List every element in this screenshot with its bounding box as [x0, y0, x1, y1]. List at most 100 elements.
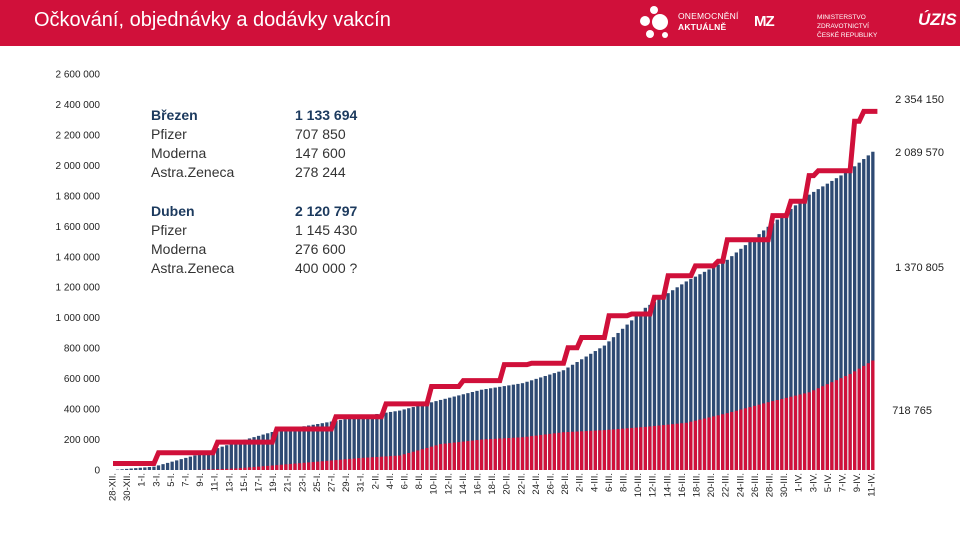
bar-total	[466, 393, 470, 470]
y-tick-label: 1 800 000	[56, 191, 101, 202]
bar-part	[848, 374, 852, 470]
x-tick-label: 12-III.	[648, 473, 659, 497]
bar-total	[807, 194, 811, 470]
x-tick-label: 10-III.	[633, 473, 644, 497]
bar-total	[684, 281, 688, 470]
bar-total	[388, 411, 393, 470]
x-tick-label: 12-II.	[443, 473, 454, 495]
bar-total	[475, 390, 479, 470]
bar-part	[784, 397, 789, 470]
bar-total	[739, 248, 743, 470]
x-tick-label: 6-II.	[400, 473, 411, 489]
march-pfizer-label: Pfizer	[151, 126, 187, 142]
bar-total	[793, 205, 798, 470]
bar-total	[220, 446, 224, 470]
april-pfizer-label: Pfizer	[151, 222, 187, 238]
march-moderna-value: 147 600	[295, 145, 346, 161]
bar-part	[438, 444, 443, 470]
bar-part	[589, 430, 593, 470]
bar-part	[807, 392, 811, 470]
ministry-mark: MZ	[754, 13, 775, 30]
bar-part	[570, 431, 575, 470]
bar-total	[780, 216, 784, 470]
x-tick-label: 5-I.	[166, 473, 177, 487]
bar-total	[288, 428, 293, 470]
y-tick-label: 2 200 000	[56, 130, 101, 141]
bar-part	[698, 419, 702, 470]
ministry-logo: MZ MINISTERSTVO ZDRAVOTNICTVÍ ČESKÉ REPU…	[754, 0, 914, 46]
bar-total	[529, 380, 534, 470]
bar-part	[730, 411, 734, 470]
bar-part	[534, 435, 538, 470]
bar-total	[384, 412, 388, 470]
bar-part	[543, 434, 547, 470]
x-tick-label: 11-IV.	[867, 473, 878, 497]
bar-part	[516, 437, 520, 470]
bar-total	[329, 421, 334, 470]
bar-part	[234, 468, 238, 470]
bar-part	[598, 430, 602, 470]
bar-total	[120, 469, 124, 470]
bar-part	[398, 455, 402, 470]
bar-total	[866, 155, 870, 470]
onemocneni-aktualne-logo: ONEMOCNĚNÍ AKTUÁLNĚ	[638, 0, 750, 46]
bar-part	[489, 439, 493, 470]
x-tick-label: 8-II.	[414, 473, 425, 489]
bar-part	[407, 452, 411, 470]
bar-total	[821, 186, 825, 470]
bar-total	[470, 392, 475, 470]
bar-total	[338, 419, 343, 470]
x-tick-label: 24-III.	[735, 473, 746, 497]
bar-part	[493, 438, 497, 470]
bar-total	[534, 378, 538, 470]
deliveries-line	[113, 108, 878, 466]
bar-part	[853, 371, 857, 470]
bar-part	[466, 441, 470, 470]
x-tick-label: 3-I.	[151, 473, 162, 487]
bar-total	[593, 351, 597, 470]
bar-total	[634, 316, 638, 470]
bar-total	[584, 356, 588, 470]
bar-part	[411, 451, 415, 470]
x-tick-label: 3-IV.	[808, 473, 819, 492]
bar-total	[334, 420, 338, 470]
bar-total	[611, 337, 616, 470]
bar-total	[757, 234, 761, 470]
bar-part	[252, 466, 256, 470]
bar-part	[575, 431, 579, 470]
april-heading: Duben	[151, 203, 195, 219]
bar-total	[734, 252, 738, 470]
x-tick-label: 14-II.	[458, 473, 469, 495]
x-tick-label: 28-II.	[560, 473, 571, 495]
april-moderna-value: 276 600	[295, 241, 346, 257]
bar-part	[602, 430, 607, 470]
bar-total	[379, 413, 384, 470]
bar-part	[525, 436, 529, 470]
bar-total	[425, 403, 429, 470]
bar-part	[548, 433, 552, 470]
bar-part	[725, 413, 729, 470]
bar-part	[420, 449, 425, 470]
bar-part	[343, 459, 347, 470]
bar-part	[229, 468, 233, 470]
bar-part	[206, 469, 211, 470]
x-tick-label: 22-III.	[721, 473, 732, 497]
bar-part	[434, 445, 438, 470]
x-tick-label: 14-III.	[662, 473, 673, 497]
bar-total	[443, 398, 447, 470]
x-tick-label: 30-XII.	[122, 473, 133, 501]
bar-total	[225, 445, 229, 470]
bar-total	[484, 389, 488, 470]
bar-part	[821, 386, 825, 470]
bar-part	[352, 458, 356, 470]
bar-part	[739, 409, 743, 470]
bar-total	[206, 451, 211, 470]
bar-part	[307, 462, 311, 470]
bar-total	[661, 296, 666, 470]
bar-total	[825, 183, 829, 470]
bar-total	[143, 467, 147, 470]
bar-total	[498, 386, 502, 470]
bar-part	[502, 438, 506, 470]
bar-total	[234, 442, 238, 470]
bar-total	[311, 424, 315, 470]
